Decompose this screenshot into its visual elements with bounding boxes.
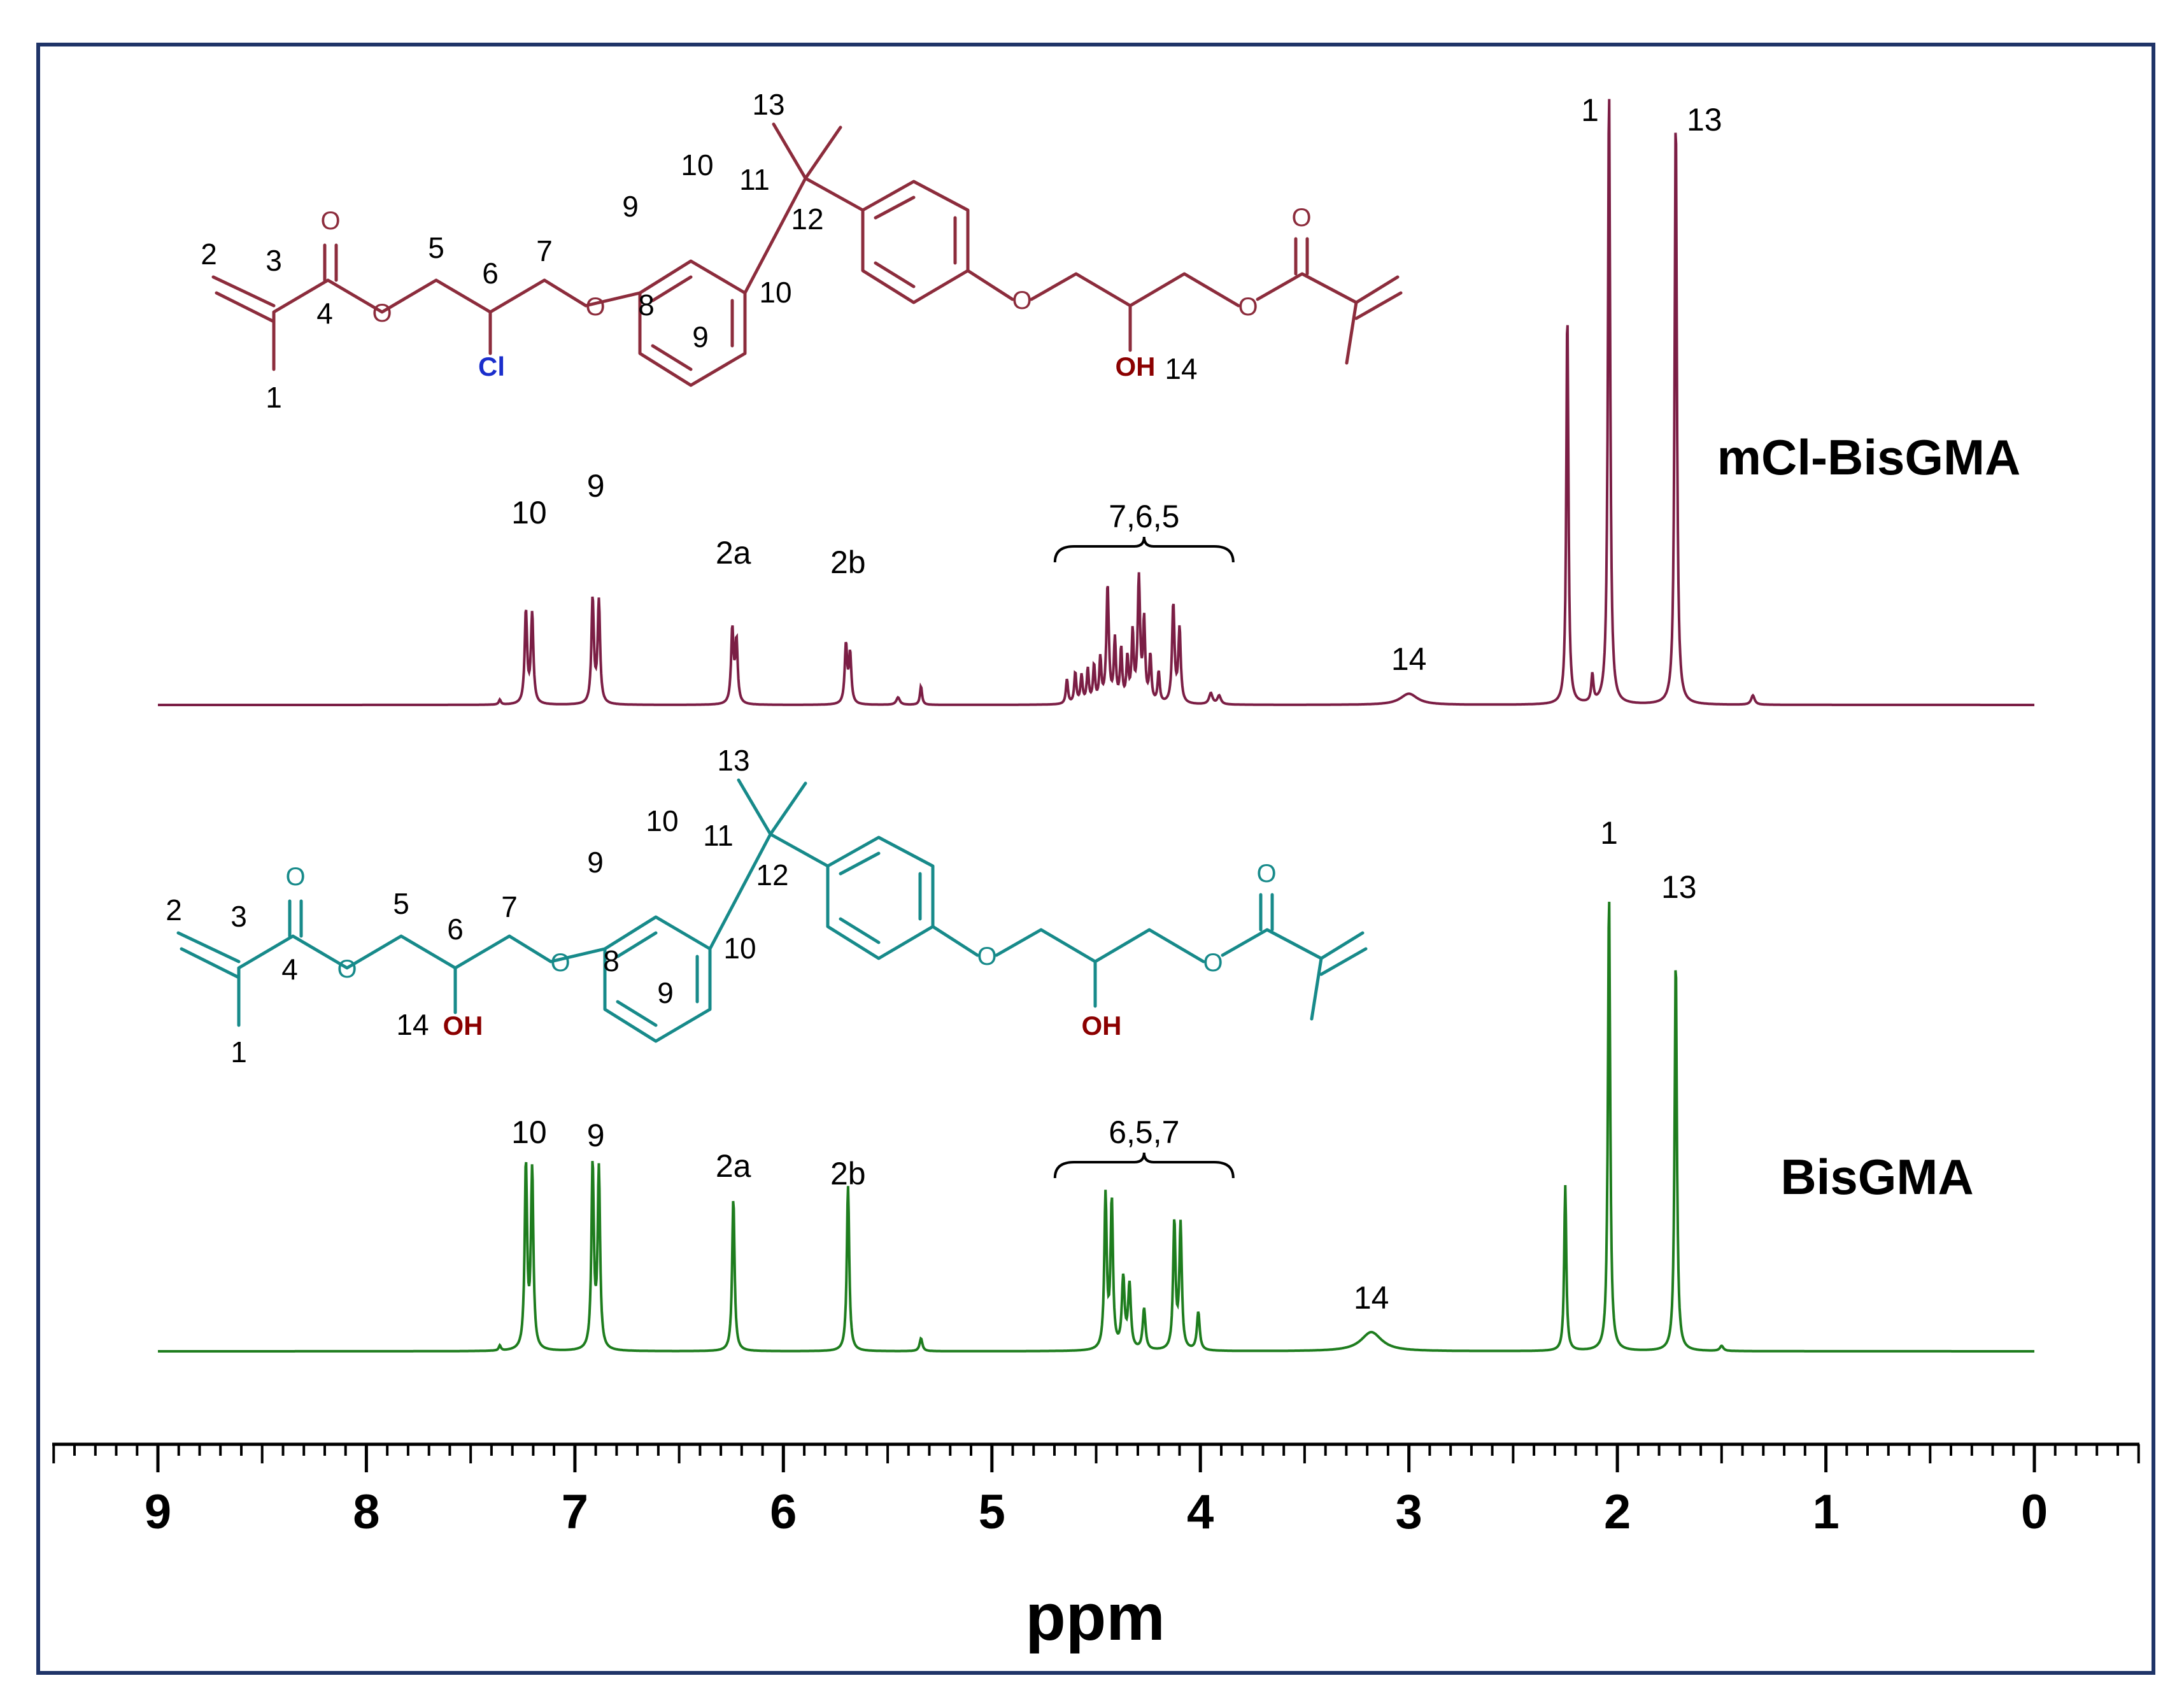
oxygen-label: O (1291, 204, 1311, 232)
structure-bisgma-labels: 2 3 4 1 5 6 7 8 9 9 10 10 11 12 13 14 O O O O O O OH OH (166, 744, 1276, 1069)
peak-label: 2a (716, 1148, 751, 1184)
atom-number-label: 9 (622, 190, 639, 223)
atom-number-label: 5 (428, 231, 444, 264)
hydroxyl-label: OH (443, 1011, 483, 1041)
spectrum-line-bisgma (158, 902, 2034, 1353)
atom-number-label: 6 (482, 257, 499, 290)
multiplet-brace (1053, 1152, 1235, 1179)
spectra-plot (158, 99, 2034, 1353)
oxygen-label: O (320, 207, 340, 235)
peak-label: 2b (830, 1156, 866, 1191)
atom-number-label: 13 (717, 744, 749, 777)
structure-bisgma (176, 778, 1368, 1043)
atom-number-label: 14 (396, 1008, 429, 1041)
peak-label: 14 (1391, 641, 1427, 677)
peak-labels: 10 9 2a 2b 7,6,5 14 1 13 mCl-BisGMA 10 9 2a 2b 6,5,7 1… (511, 92, 2020, 1316)
atom-number-label: 8 (638, 288, 655, 322)
oxygen-label: O (550, 949, 570, 977)
x-tick-label: 2 (1604, 1485, 1631, 1539)
atom-number-label: 9 (692, 320, 709, 353)
atom-number-label: 1 (266, 381, 282, 414)
figure-frame (36, 43, 2155, 1675)
atom-number-label: 2 (166, 893, 182, 927)
atom-number-label: 7 (536, 234, 553, 267)
atom-number-label: 11 (739, 163, 770, 196)
atom-number-label: 3 (230, 900, 247, 933)
peak-label: 9 (587, 1118, 605, 1153)
peak-label: 1 (1581, 92, 1599, 128)
atom-number-label: 10 (646, 804, 678, 837)
atom-number-label: 2 (201, 238, 217, 271)
chlorine-label: Cl (478, 352, 505, 381)
x-tick-label: 3 (1396, 1485, 1422, 1539)
atom-number-label: 3 (266, 244, 282, 277)
x-tick-label: 6 (770, 1485, 797, 1539)
x-tick-label: 0 (2021, 1485, 2048, 1539)
atom-number-label: 12 (756, 858, 788, 892)
x-tick-label: 9 (145, 1485, 171, 1539)
oxygen-label: O (977, 942, 996, 970)
peak-label: 10 (511, 495, 547, 530)
oxygen-label: O (285, 863, 305, 891)
x-tick-label: 5 (979, 1485, 1005, 1539)
atom-number-label: 9 (657, 976, 674, 1009)
oxygen-label: O (1238, 293, 1258, 321)
atom-number-label: 10 (759, 276, 791, 309)
peak-label: 1 (1600, 815, 1618, 851)
oxygen-label: O (585, 293, 605, 321)
atom-number-label: 9 (587, 846, 604, 879)
atom-number-label: 11 (703, 819, 734, 852)
atom-number-label: 10 (681, 148, 713, 181)
atom-number-label: 1 (230, 1035, 247, 1069)
oxygen-label: O (1256, 860, 1276, 888)
peak-label: 13 (1687, 102, 1722, 138)
atom-number-label: 5 (393, 887, 409, 920)
atom-number-label: 10 (723, 932, 756, 965)
peak-label: 6,5,7 (1109, 1114, 1179, 1150)
x-tick-label: 1 (1812, 1485, 1839, 1539)
atom-number-label: 4 (316, 297, 333, 330)
x-tick-label: 4 (1187, 1485, 1214, 1539)
hydroxyl-label: OH (1082, 1011, 1122, 1041)
hydroxyl-label: OH (1116, 352, 1156, 381)
x-axis-title: ppm (1025, 1581, 1165, 1654)
x-tick-label: 8 (353, 1485, 379, 1539)
peak-label: 2b (830, 544, 866, 580)
structure-mcl-bisgma (211, 122, 1403, 387)
atom-number-label: 14 (1165, 352, 1197, 385)
atom-number-label: 12 (791, 203, 823, 236)
peak-label: 10 (511, 1114, 547, 1150)
series-name-mcl-bisgma: mCl-BisGMA (1717, 429, 2021, 485)
multiplet-brace (1053, 536, 1235, 563)
atom-number-label: 7 (501, 890, 518, 923)
atom-number-label: 6 (447, 913, 464, 946)
series-name-bisgma: BisGMA (1780, 1149, 1973, 1205)
atom-number-label: 4 (281, 953, 298, 986)
oxygen-label: O (1203, 949, 1223, 977)
atom-number-label: 8 (603, 944, 620, 977)
peak-label: 2a (716, 535, 751, 571)
oxygen-label: O (372, 299, 392, 327)
peak-label: 9 (587, 468, 605, 504)
x-tick-label: 7 (562, 1485, 588, 1539)
peak-label: 13 (1661, 869, 1697, 905)
peak-label: 7,6,5 (1109, 499, 1179, 534)
structure-mcl-bisgma-labels: 2 3 4 1 5 6 7 8 9 9 10 10 11 12 13 14 O O O O O O Cl OH (201, 88, 1311, 414)
atom-number-label: 13 (752, 88, 784, 121)
peak-label: 14 (1354, 1280, 1389, 1316)
oxygen-label: O (1012, 287, 1032, 315)
x-axis: 9 8 7 6 5 4 3 2 1 0 (52, 1442, 2140, 1539)
oxygen-label: O (337, 955, 357, 983)
spectrum-line-mcl-bisgma (158, 99, 2034, 706)
